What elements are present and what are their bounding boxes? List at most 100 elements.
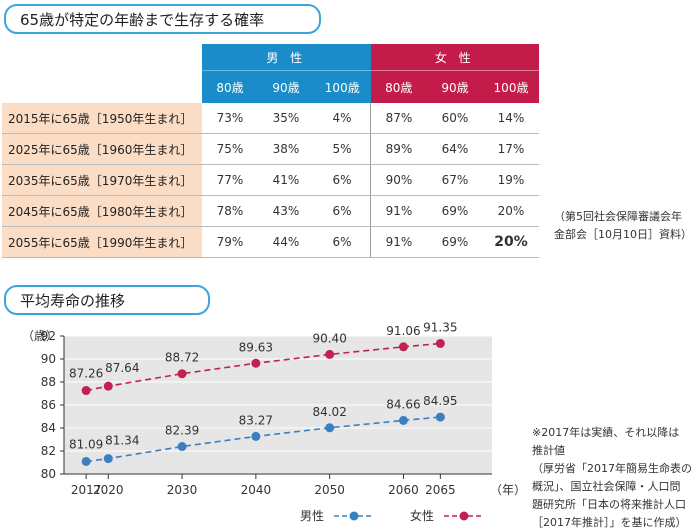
data-label: 84.95 <box>423 394 457 408</box>
x-tick-label: 2065 <box>425 483 456 497</box>
y-tick-label: 88 <box>41 375 56 389</box>
survival-title-text: 65歳が特定の年齢まで生存する確率 <box>20 10 265 29</box>
legend-label: 男性 <box>300 509 324 523</box>
row-label: 2055年に65歳［1990年生まれ］ <box>2 226 202 258</box>
age-header: 100歳 <box>314 70 371 103</box>
source-line: （第5回社会保障審議会年 <box>554 210 682 223</box>
data-point <box>81 456 91 466</box>
legend-marker <box>459 511 469 521</box>
table-cell: 60% <box>427 103 483 134</box>
data-point <box>177 369 187 379</box>
age-header: 100歳 <box>483 70 539 103</box>
table-cell: 43% <box>258 195 314 227</box>
data-label: 90.40 <box>312 331 346 345</box>
table-cell: 6% <box>314 195 371 227</box>
note-line: 概況」、国立社会保障・人口問 <box>532 480 681 493</box>
table-row: 2045年に65歳［1980年生まれ］ 78% 43% 6% 91% 69% 2… <box>2 195 539 227</box>
data-label: 83.27 <box>239 413 273 427</box>
data-point <box>251 358 261 368</box>
table-corner <box>2 44 202 71</box>
note-line: 推計値 <box>532 444 565 457</box>
table-cell: 73% <box>202 103 258 134</box>
x-tick-label: 2017 <box>71 483 102 497</box>
y-tick-label: 90 <box>41 352 56 366</box>
data-label: 84.02 <box>312 405 346 419</box>
table-cell: 35% <box>258 103 314 134</box>
data-label: 88.72 <box>165 351 199 365</box>
table-row: 2015年に65歳［1950年生まれ］ 73% 35% 4% 87% 60% 1… <box>2 103 539 134</box>
y-tick-label: 84 <box>41 421 56 435</box>
y-tick-label: 80 <box>41 467 56 481</box>
table-cell: 44% <box>258 226 314 258</box>
table-corner-2 <box>2 71 202 104</box>
note-line: （厚労省「2017年簡易生命表の <box>532 462 692 475</box>
note-line: ［2017年推計］」を基に作成） <box>532 516 687 529</box>
table-cell: 41% <box>258 164 314 196</box>
life-expectancy-section-title: 平均寿命の推移 <box>4 285 210 315</box>
y-axis-label: （歳） <box>22 329 58 343</box>
data-point <box>398 342 408 352</box>
table-row: 2035年に65歳［1970年生まれ］ 77% 41% 6% 90% 67% 1… <box>2 164 539 196</box>
row-label: 2015年に65歳［1950年生まれ］ <box>2 103 202 134</box>
data-label: 87.64 <box>105 361 139 375</box>
table-cell: 69% <box>427 195 483 227</box>
x-tick-label: 2020 <box>93 483 124 497</box>
data-label: 82.39 <box>165 424 199 438</box>
data-point <box>177 442 187 452</box>
data-point <box>398 415 408 425</box>
data-label: 81.34 <box>105 434 139 448</box>
table-cell: 20% <box>483 195 539 227</box>
x-tick-label: 2050 <box>314 483 345 497</box>
data-label: 81.09 <box>69 437 103 451</box>
age-header: 90歳 <box>427 70 483 103</box>
x-tick-label: 2030 <box>167 483 198 497</box>
data-point <box>103 454 113 464</box>
table-cell: 87% <box>370 103 427 134</box>
table-cell: 19% <box>483 164 539 196</box>
x-tick-label: 2060 <box>388 483 419 497</box>
table-cell: 91% <box>370 226 427 258</box>
table-cell: 91% <box>370 195 427 227</box>
chart-source-note: ※2017年は実績、それ以降は 推計値 （厚労省「2017年簡易生命表の 概況」… <box>532 424 692 532</box>
y-tick-label: 86 <box>41 398 56 412</box>
data-point <box>325 349 335 359</box>
legend-marker <box>349 511 359 521</box>
survival-probability-table: 男 性 女 性 80歳 90歳 100歳 80歳 90歳 100歳 2015年に… <box>2 44 539 258</box>
x-tick-label: 2040 <box>241 483 272 497</box>
table-cell: 38% <box>258 133 314 165</box>
row-label: 2045年に65歳［1980年生まれ］ <box>2 195 202 227</box>
data-point <box>435 338 445 348</box>
table-cell: 75% <box>202 133 258 165</box>
table-cell: 89% <box>370 133 427 165</box>
row-label: 2025年に65歳［1960年生まれ］ <box>2 133 202 165</box>
table-cell: 17% <box>483 133 539 165</box>
table-cell: 79% <box>202 226 258 258</box>
data-point <box>325 423 335 433</box>
legend-label: 女性 <box>410 508 434 523</box>
data-label: 84.66 <box>386 397 420 411</box>
table-cell: 90% <box>370 164 427 196</box>
note-line: ※2017年は実績、それ以降は <box>532 426 680 439</box>
x-axis-label: （年） <box>490 483 526 497</box>
table-cell: 64% <box>427 133 483 165</box>
table-source-note: （第5回社会保障審議会年 金部会［10月10日］資料） <box>554 208 692 244</box>
data-point <box>251 431 261 441</box>
female-group-header: 女 性 <box>370 44 539 71</box>
table-cell: 14% <box>483 103 539 134</box>
table-cell: 78% <box>202 195 258 227</box>
data-label: 89.63 <box>239 340 273 354</box>
table-cell: 6% <box>314 226 371 258</box>
row-label: 2035年に65歳［1970年生まれ］ <box>2 164 202 196</box>
age-header: 80歳 <box>202 70 258 103</box>
data-label: 87.26 <box>69 367 103 381</box>
data-label: 91.35 <box>423 320 457 334</box>
table-cell: 5% <box>314 133 371 165</box>
table-row: 2055年に65歳［1990年生まれ］ 79% 44% 6% 91% 69% 2… <box>2 226 539 258</box>
y-tick-label: 82 <box>41 444 56 458</box>
life-expectancy-title-text: 平均寿命の推移 <box>20 291 126 310</box>
table-cell: 67% <box>427 164 483 196</box>
data-label: 91.06 <box>386 324 420 338</box>
age-header: 80歳 <box>370 70 427 103</box>
table-cell: 69% <box>427 226 483 258</box>
